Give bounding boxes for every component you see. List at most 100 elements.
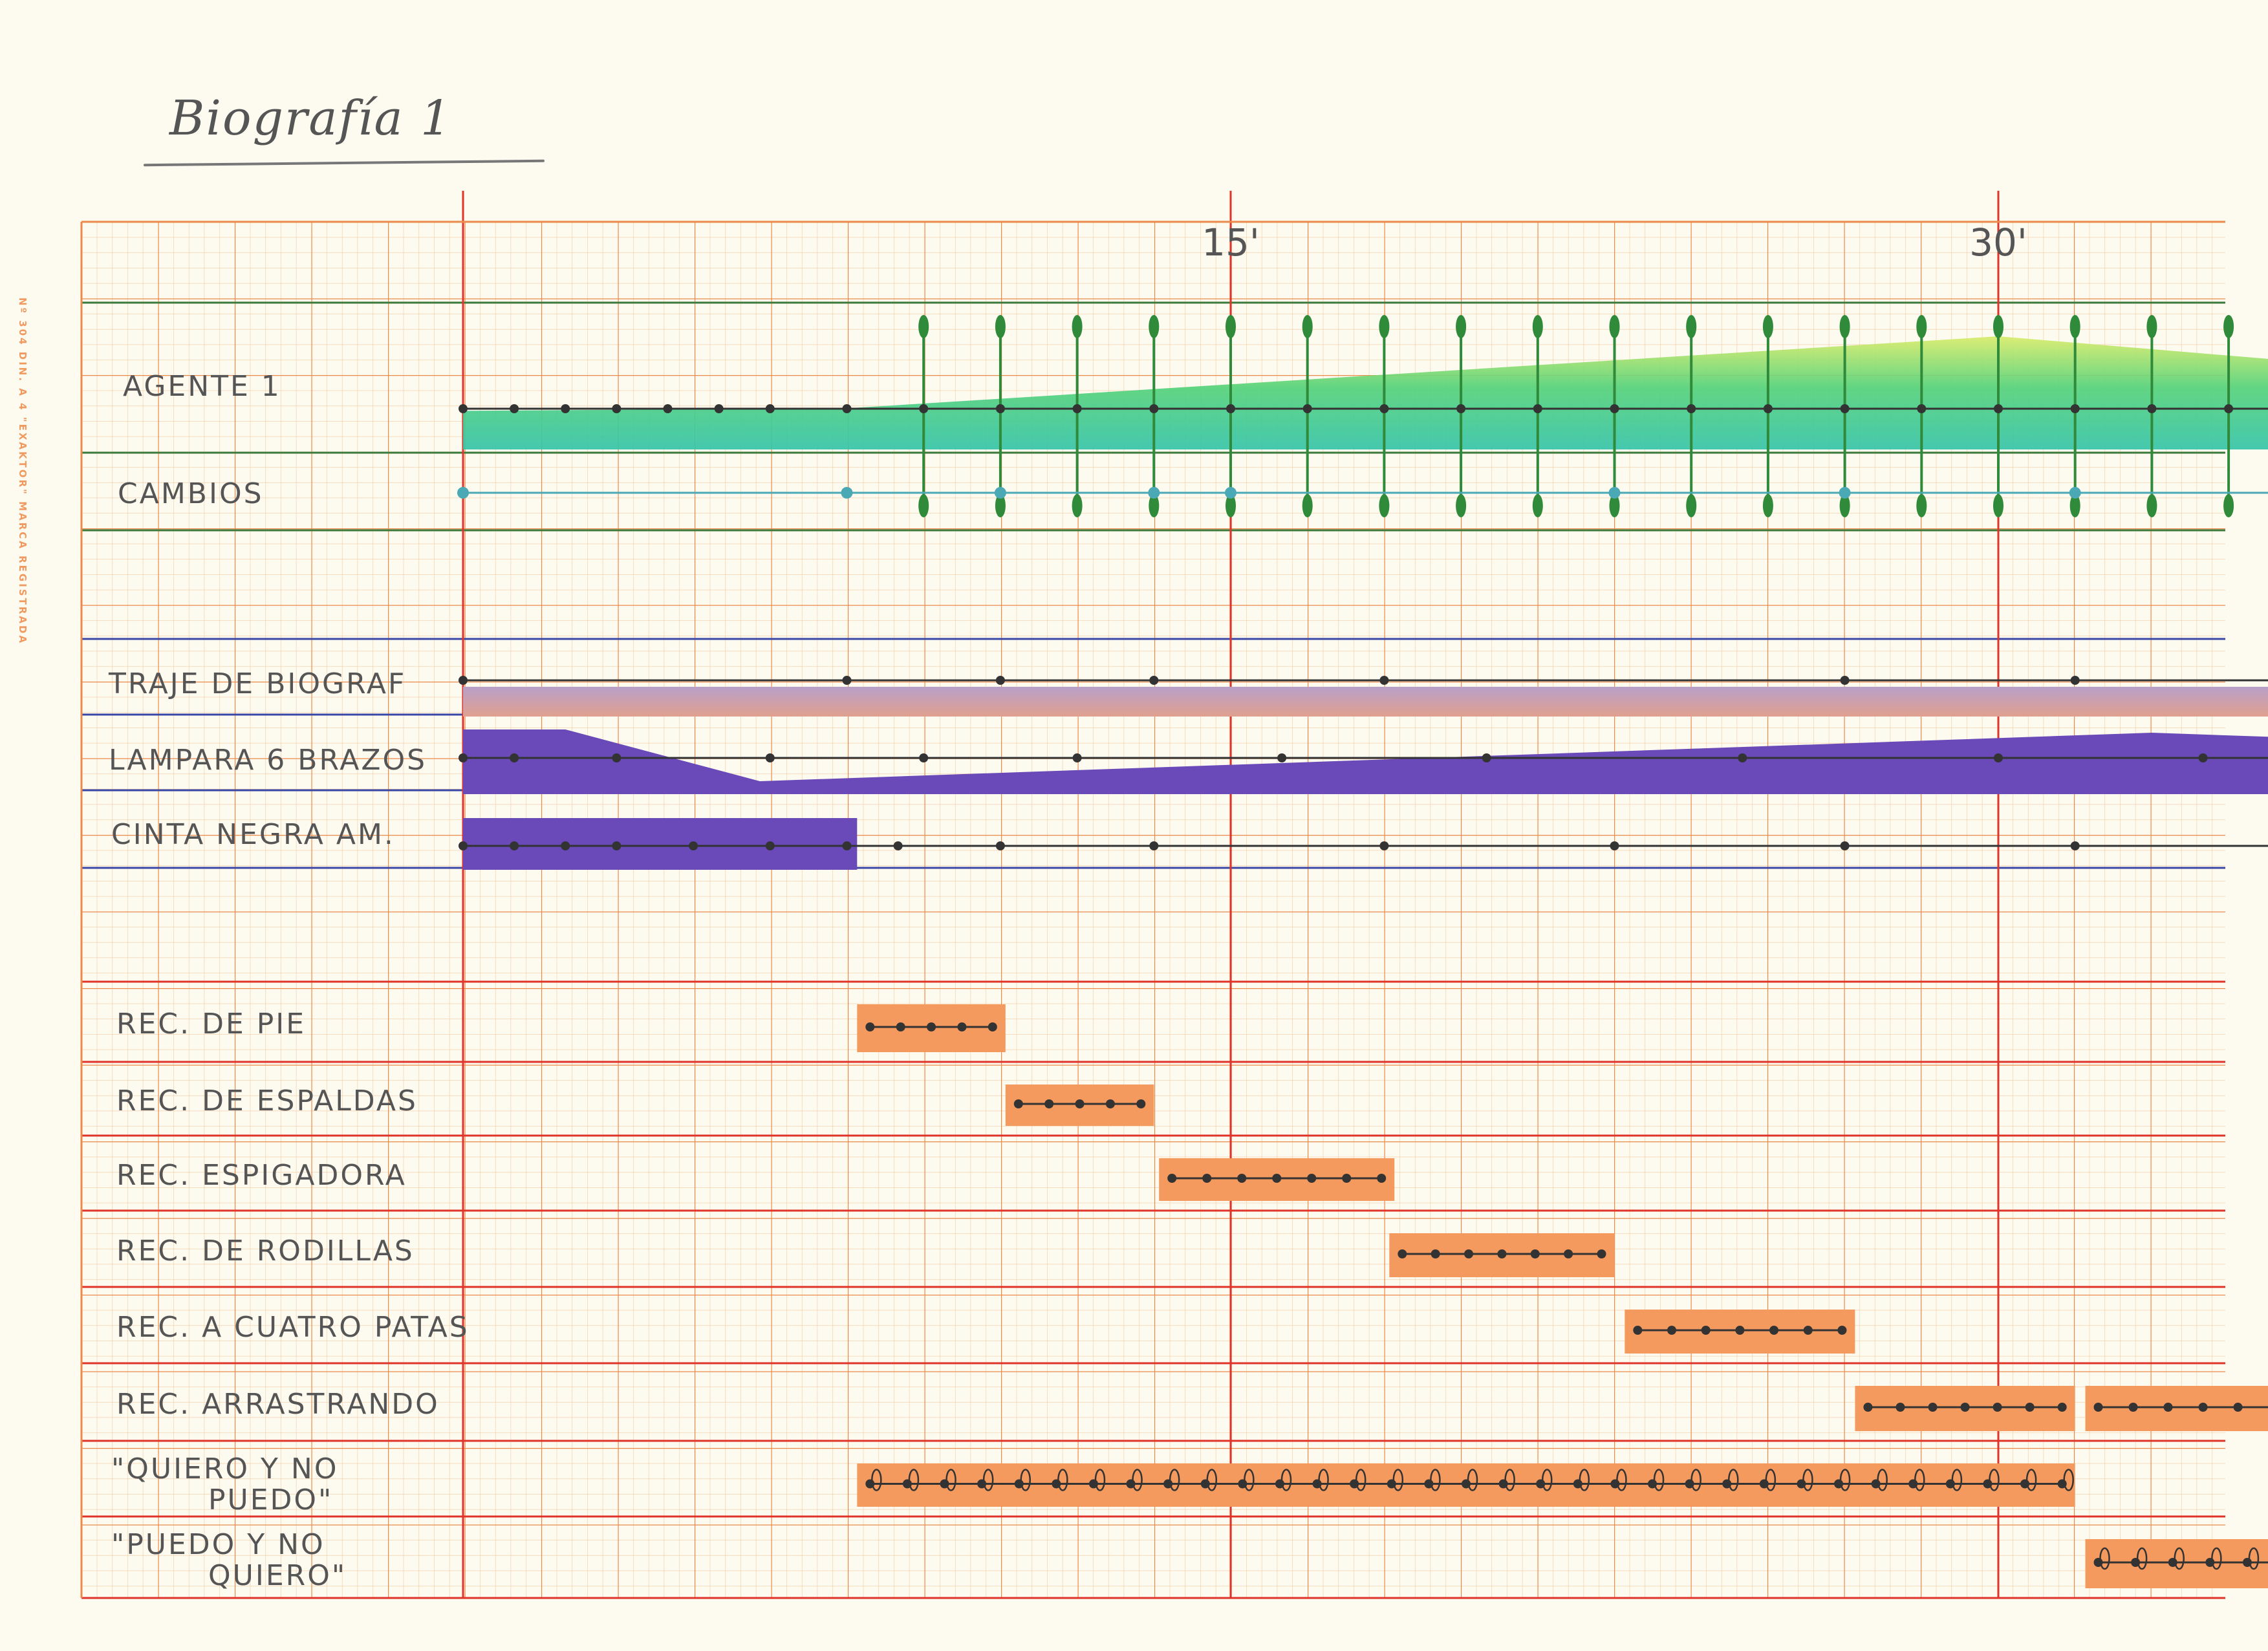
row-label: "QUIERO Y NO PUEDO"	[111, 1452, 338, 1516]
cambio-stem-bottom	[995, 494, 1006, 517]
row-label: REC. ESPIGADORA	[116, 1159, 407, 1192]
rec-segment-dot	[1136, 1099, 1146, 1108]
cambio-stem-bottom	[1839, 494, 1850, 517]
row-label: REC. DE PIE	[116, 1008, 306, 1041]
rec-segment-dot	[1701, 1326, 1711, 1335]
cinta-dots-dot	[1840, 841, 1850, 850]
cambio-stem-bottom	[1762, 494, 1773, 517]
rec-loop-mark	[1318, 1469, 1329, 1491]
cinta-dots-dot	[459, 841, 468, 850]
traje-dots-dot	[459, 676, 468, 685]
rec-segment-dot	[1013, 1099, 1023, 1108]
rec-segment-dot	[2128, 1403, 2138, 1412]
agente-dots-dot	[612, 404, 621, 413]
cambio-stem-bottom	[1609, 494, 1620, 517]
rec-segment-dot	[1272, 1174, 1282, 1183]
agente-envelope	[463, 336, 2268, 449]
agente-dots-dot	[459, 404, 468, 413]
cinta-dots-dot	[2070, 841, 2080, 850]
rec-loop-mark	[1057, 1469, 1068, 1491]
rec-segment-dot	[1398, 1249, 1407, 1258]
cambio-stem-bottom	[918, 494, 929, 517]
row-label-line: TRAJE DE BIOGRAF	[108, 667, 406, 700]
lampara-dots-dot	[1277, 753, 1287, 762]
rec-segment-dot	[1667, 1326, 1677, 1335]
cinta-dots-dot	[1610, 841, 1619, 850]
lampara-dots-dot	[765, 753, 775, 762]
rec-loop-mark	[2063, 1469, 2074, 1491]
rec-segment-dot	[865, 1022, 875, 1031]
rec-segment-dot	[2093, 1403, 2103, 1412]
rec-segment-dot	[2233, 1403, 2243, 1412]
cinta-dots-dot	[1379, 841, 1389, 850]
cambio-stem-bottom	[2223, 494, 2234, 517]
traje-band	[463, 687, 2268, 717]
rec-segment-dot	[2025, 1403, 2035, 1412]
cambio-stem-bottom	[1226, 494, 1236, 517]
cambios-dots-dot	[1608, 487, 1621, 499]
cambio-stem-top	[1993, 315, 2003, 338]
rec-loop-mark	[2025, 1469, 2037, 1491]
traje-dots-dot	[1149, 676, 1159, 685]
lampara-envelope	[463, 729, 2268, 794]
rec-segment-dot	[1530, 1249, 1540, 1258]
agente-dots-dot	[1533, 404, 1542, 413]
agente-dots-dot	[2070, 404, 2080, 413]
cinta-dots-dot	[510, 841, 519, 850]
row-label-line: REC. DE ESPALDAS	[116, 1084, 418, 1117]
agente-dots-dot	[1610, 404, 1619, 413]
agente-dots-dot	[919, 404, 929, 413]
paper-brand-label: Nº 304 DIN. A 4 "EXAKTOR" MARCA REGISTRA…	[17, 297, 28, 645]
agente-dots-dot	[1302, 404, 1312, 413]
rec-loop-mark	[2211, 1547, 2222, 1570]
rec-loop-mark	[1877, 1469, 1888, 1491]
rec-segment-dot	[988, 1022, 997, 1031]
cambio-stem-top	[1226, 315, 1236, 338]
cambios-dots-dot	[2069, 487, 2081, 499]
rec-loop-mark	[1430, 1469, 1441, 1491]
rec-segment-dot	[1307, 1174, 1317, 1183]
cinta-dots-dot	[689, 841, 698, 850]
rec-loop-mark	[1467, 1469, 1478, 1491]
cambio-stem-top	[2069, 315, 2080, 338]
row-label: TRAJE DE BIOGRAF	[108, 667, 406, 700]
rec-loop-mark	[1169, 1469, 1180, 1491]
rec-segment-dot	[1202, 1174, 1212, 1183]
rec-segment-dot	[1895, 1403, 1905, 1412]
cambio-stem-bottom	[2146, 494, 2157, 517]
rec-loop-mark	[2099, 1547, 2110, 1570]
title: Biografía 1	[169, 91, 453, 146]
cambio-stem-top	[1379, 315, 1390, 338]
rec-loop-mark	[1020, 1469, 1031, 1491]
row-label-line: "QUIERO Y NO	[111, 1452, 338, 1485]
cinta-dots-dot	[1149, 841, 1159, 850]
lampara-dots-dot	[1994, 753, 2003, 762]
rec-loop-mark	[1504, 1469, 1515, 1491]
row-label-line: PUEDO"	[208, 1484, 333, 1516]
rec-segment-dot	[1044, 1099, 1054, 1108]
lampara-dots-dot	[510, 753, 519, 762]
rec-segment-dot	[1377, 1174, 1387, 1183]
cinta-dots-dot	[995, 841, 1005, 850]
rec-segment-dot	[927, 1022, 936, 1031]
row-label-line: CINTA NEGRA AM.	[111, 818, 395, 851]
rec-segment-dot	[2163, 1403, 2173, 1412]
cambio-stem-top	[1532, 315, 1543, 338]
cambios-dots-dot	[1148, 487, 1160, 499]
cinta-dots-dot	[561, 841, 570, 850]
rec-segment-dot	[2057, 1403, 2067, 1412]
rec-segment-dot	[1928, 1403, 1938, 1412]
cambio-stem-top	[1762, 315, 1773, 338]
cambio-stem-bottom	[1532, 494, 1543, 517]
cambio-stem-top	[1072, 315, 1083, 338]
cambio-stem-bottom	[1379, 494, 1390, 517]
row-label: REC. ARRASTRANDO	[116, 1388, 440, 1421]
row-label: REC. DE ESPALDAS	[116, 1084, 418, 1117]
agente-dots-dot	[1687, 404, 1696, 413]
cambio-stem-top	[1609, 315, 1620, 338]
cambio-stem-bottom	[1302, 494, 1313, 517]
cambio-stem-top	[1686, 315, 1697, 338]
row-label-line: REC. DE PIE	[116, 1008, 306, 1041]
